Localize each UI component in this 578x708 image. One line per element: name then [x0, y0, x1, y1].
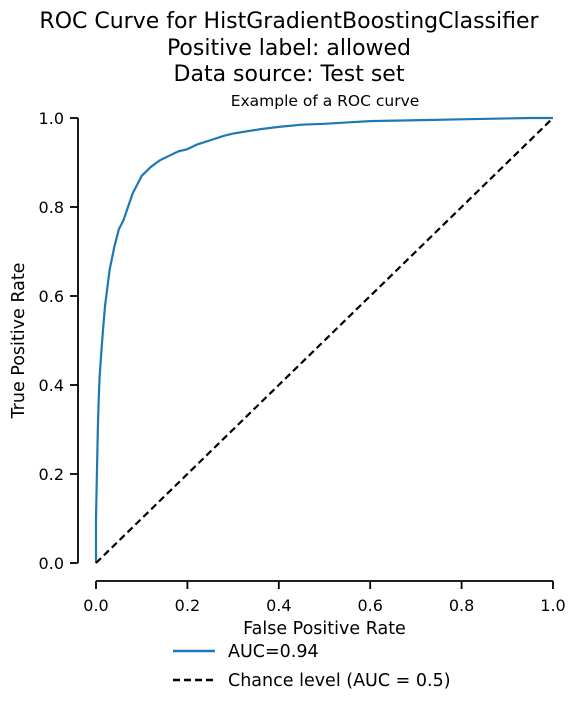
y-ticks: 0.0 0.2 0.4 0.6 0.8 1.0 [39, 109, 78, 573]
chart-title-line-1: ROC Curve for HistGradientBoostingClassi… [39, 9, 539, 34]
y-tick-label: 1.0 [39, 109, 64, 128]
plot-lines [94, 116, 554, 564]
chart-subtitle: Example of a ROC curve [231, 92, 420, 110]
y-tick-label: 0.8 [39, 198, 64, 217]
x-tick-label: 0.2 [175, 596, 200, 615]
x-tick-label: 0.4 [266, 596, 291, 615]
y-tick-label: 0.2 [39, 465, 64, 484]
y-tick-label: 0.6 [39, 287, 64, 306]
y-tick-label: 0.4 [39, 376, 64, 395]
legend-label-roc: AUC=0.94 [228, 642, 319, 662]
chart-title-line-2: Positive label: allowed [167, 36, 411, 61]
roc-curve-line [94, 116, 553, 563]
y-axis-label: True Positive Rate [9, 263, 29, 420]
chance-level-line [95, 117, 554, 564]
legend: AUC=0.94 Chance level (AUC = 0.5) [173, 642, 451, 691]
x-tick-label: 0.6 [357, 596, 382, 615]
x-tick-label: 0.0 [83, 596, 108, 615]
chart-title-line-3: Data source: Test set [174, 62, 405, 87]
legend-label-chance: Chance level (AUC = 0.5) [228, 671, 451, 691]
y-tick-label: 0.0 [39, 554, 64, 573]
x-tick-label: 1.0 [540, 596, 565, 615]
x-axis-label: False Positive Rate [243, 619, 406, 639]
x-ticks: 0.0 0.2 0.4 0.6 0.8 1.0 [83, 581, 566, 615]
x-tick-label: 0.8 [449, 596, 474, 615]
